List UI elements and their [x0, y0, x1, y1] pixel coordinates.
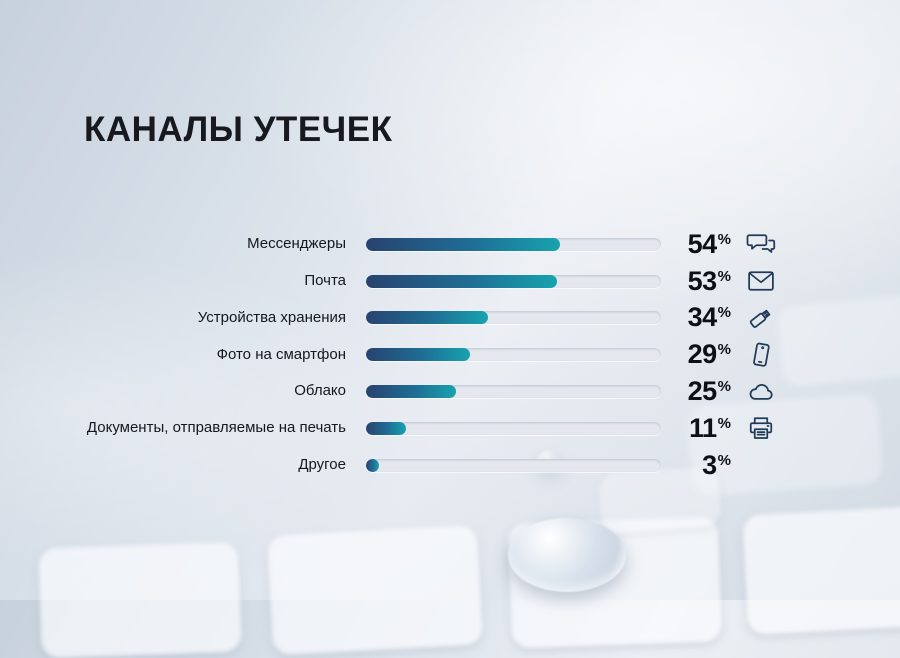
bar-track-wrap: [366, 348, 661, 362]
bar-track: [366, 458, 661, 472]
bar-chart: Мессенджеры 54% Почта 53% Устройства хра…: [60, 226, 783, 484]
chart-row: Другое 3%: [60, 447, 783, 484]
bar-track-wrap: [366, 311, 661, 325]
value-label: 25%: [669, 376, 731, 407]
bar-fill: [366, 311, 489, 325]
value-label: 11%: [669, 413, 731, 444]
cloud-icon: [749, 383, 773, 400]
value-number: 53: [687, 265, 718, 296]
bar-track-wrap: [366, 458, 661, 472]
chart-row: Облако 25%: [60, 373, 783, 410]
row-label: Фото на смартфон: [216, 345, 346, 363]
value-number: 25: [687, 376, 718, 407]
bar-track: [366, 385, 661, 399]
value-number: 29: [687, 339, 718, 370]
value-unit: %: [717, 451, 731, 469]
bar-fill: [366, 348, 471, 362]
bar-fill: [366, 421, 406, 435]
envelope-icon: [748, 271, 774, 291]
row-label: Документы, отправляемые на печать: [86, 419, 346, 437]
value-label: 54%: [669, 229, 731, 260]
row-label: Почта: [304, 271, 346, 289]
value-unit: %: [717, 414, 731, 432]
row-label: Устройства хранения: [197, 308, 346, 326]
chart-row: Мессенджеры 54%: [60, 226, 783, 263]
value-unit: %: [717, 378, 731, 396]
chart-row: Фото на смартфон 29%: [60, 336, 783, 373]
value-number: 11: [689, 412, 717, 443]
bar-fill: [366, 385, 456, 399]
bar-track: [366, 237, 661, 251]
row-icon: [739, 229, 783, 259]
value-label: 34%: [669, 302, 731, 333]
chat-icon: [746, 234, 776, 254]
bar-fill: [366, 237, 561, 251]
row-icon: [739, 413, 783, 443]
bar-fill: [366, 274, 557, 288]
keyboard-key: [507, 516, 723, 649]
value-unit: %: [717, 341, 731, 359]
value-number: 34: [687, 302, 718, 333]
value-unit: %: [717, 230, 731, 248]
bar-track: [366, 421, 661, 435]
bar-track-wrap: [366, 274, 661, 288]
bar-fill: [366, 458, 379, 472]
printer-icon: [749, 417, 773, 440]
row-label: Другое: [298, 455, 346, 473]
row-icon: [739, 340, 783, 370]
bar-track-wrap: [366, 421, 661, 435]
row-label: Облако: [294, 382, 346, 400]
row-icon: [739, 303, 783, 333]
smartphone-icon: [753, 342, 770, 367]
bar-track: [366, 311, 661, 325]
chart-row: Устройства хранения 34%: [60, 300, 783, 337]
row-icon: [739, 377, 783, 407]
keyboard-key: [267, 524, 483, 656]
row-icon: [739, 266, 783, 296]
water-droplet: [508, 518, 626, 592]
bar-track-wrap: [366, 237, 661, 251]
value-number: 54: [687, 228, 718, 259]
keyboard-key: [776, 293, 900, 387]
chart-row: Документы, отправляемые на печать 11%: [60, 410, 783, 447]
value-label: 29%: [669, 339, 731, 370]
keyboard-key: [741, 504, 900, 636]
bar-track: [366, 274, 661, 288]
value-label: 3%: [669, 450, 731, 481]
chart-row: Почта 53%: [60, 263, 783, 300]
bar-track: [366, 348, 661, 362]
value-unit: %: [717, 267, 731, 285]
usb-drive-icon: [749, 309, 771, 328]
value-unit: %: [717, 304, 731, 322]
page-title: КАНАЛЫ УТЕЧЕК: [84, 110, 393, 149]
value-number: 3: [702, 449, 717, 480]
value-label: 53%: [669, 266, 731, 297]
bar-track-wrap: [366, 385, 661, 399]
row-label: Мессенджеры: [247, 235, 346, 253]
